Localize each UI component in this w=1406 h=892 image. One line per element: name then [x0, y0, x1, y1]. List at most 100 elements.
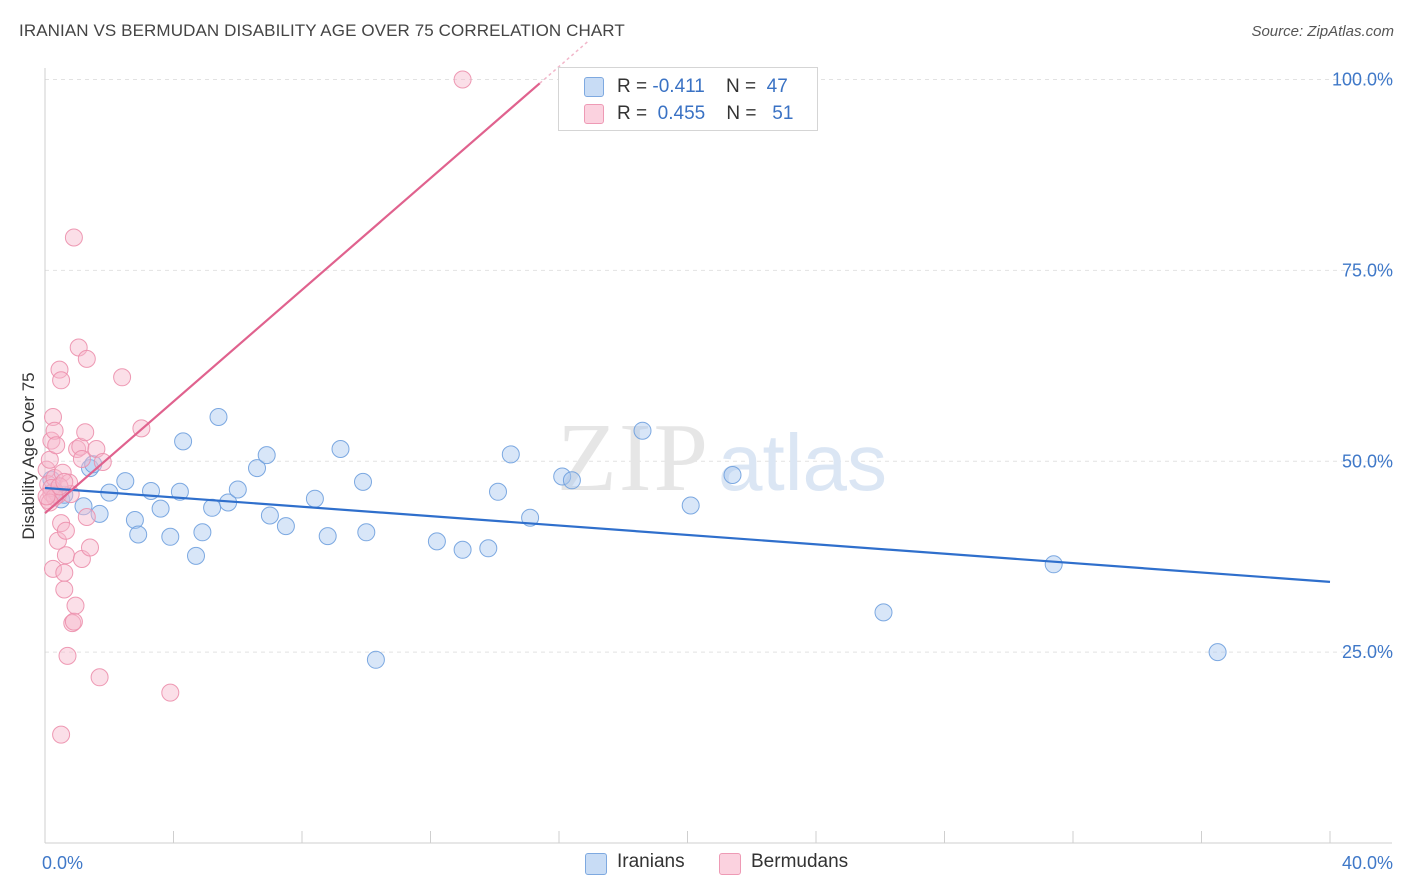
data-point — [74, 497, 93, 516]
data-point — [489, 482, 507, 501]
data-point — [68, 440, 87, 458]
n-label: N = — [726, 103, 757, 124]
axes — [44, 68, 1392, 844]
data-point — [47, 436, 66, 455]
watermark: ZIP atlas — [557, 404, 887, 512]
data-point — [72, 450, 91, 468]
series-iranians — [42, 408, 1227, 669]
y-tick-label: 100.0% — [1332, 70, 1393, 90]
data-point — [228, 480, 247, 499]
legend-label-bermudans: Bermudans — [751, 851, 849, 872]
data-point — [318, 527, 337, 546]
y-tick-label: 50.0% — [1342, 451, 1393, 471]
legend-swatch-iranians — [584, 77, 604, 97]
r-value: 0.455 — [657, 103, 706, 124]
data-point — [681, 496, 700, 515]
trend-extension — [539, 40, 589, 84]
data-point — [874, 603, 893, 622]
data-point — [248, 459, 266, 478]
data-point — [64, 228, 83, 247]
data-point — [81, 538, 99, 557]
data-point — [58, 646, 77, 665]
data-point — [354, 472, 372, 491]
trend-line-iranians — [44, 486, 1331, 583]
data-point — [161, 683, 180, 702]
data-point — [1208, 643, 1227, 662]
data-point — [170, 482, 189, 501]
legend-label-iranians: Iranians — [617, 851, 685, 872]
n-value: 51 — [772, 103, 794, 124]
watermark-atlas: atlas — [718, 418, 887, 507]
trend-lines — [44, 40, 1331, 583]
data-point — [357, 523, 376, 542]
data-point — [276, 517, 295, 536]
n-label: N = — [725, 76, 757, 97]
data-point — [116, 472, 135, 491]
data-point — [56, 546, 75, 565]
data-point — [37, 487, 56, 506]
data-point — [87, 440, 106, 458]
data-point — [55, 563, 74, 582]
r-label: R = — [617, 103, 648, 124]
trend-line-bermudans — [44, 82, 541, 514]
data-point — [193, 523, 212, 542]
gridlines — [45, 79, 1392, 653]
data-point — [203, 498, 222, 517]
data-point — [125, 511, 144, 529]
series-bermudans — [37, 70, 472, 744]
data-point — [151, 499, 170, 518]
y-tick-label: 25.0% — [1342, 642, 1393, 662]
data-point — [1044, 555, 1063, 574]
data-point — [174, 432, 193, 451]
y-axis-label: Disability Age Over 75 — [19, 372, 38, 539]
data-point — [44, 408, 62, 426]
data-point — [52, 725, 71, 744]
data-point — [260, 506, 279, 525]
data-point — [553, 467, 572, 486]
legend-swatch-iranians — [585, 853, 607, 875]
data-point — [366, 650, 385, 669]
tick-labels: 25.0% 50.0% 75.0% 100.0% 0.0% 40.0% — [42, 70, 1393, 874]
data-point — [479, 539, 498, 558]
data-point — [66, 596, 85, 615]
data-point — [77, 508, 96, 526]
data-point — [453, 70, 472, 89]
data-point — [76, 423, 95, 442]
data-point — [45, 421, 64, 440]
data-point — [305, 489, 324, 508]
chart-title: IRANIAN VS BERMUDAN DISABILITY AGE OVER … — [19, 21, 625, 40]
data-point — [53, 463, 72, 482]
data-point — [521, 508, 540, 527]
data-point — [723, 466, 742, 484]
data-point — [161, 527, 180, 546]
data-point — [209, 408, 228, 426]
legend-stats-iranians: R = -0.411 N = 47 — [617, 76, 788, 98]
data-point — [331, 440, 350, 458]
data-point — [633, 421, 652, 440]
data-point — [187, 546, 205, 565]
data-point — [257, 446, 276, 465]
data-point — [562, 471, 581, 490]
data-point — [64, 612, 83, 631]
r-label: R = — [617, 76, 648, 97]
correlation-legend: R = -0.411 N = 47 R = 0.455 N = 51 — [558, 67, 818, 131]
data-point — [90, 668, 109, 687]
data-point — [129, 525, 148, 544]
data-point — [453, 540, 472, 559]
series-points — [37, 70, 1227, 744]
data-point — [501, 445, 520, 464]
data-point — [52, 371, 71, 390]
r-value: -0.411 — [652, 76, 705, 97]
data-point — [56, 521, 75, 540]
legend-swatch-bermudans — [719, 853, 741, 875]
data-point — [44, 559, 62, 578]
legend-swatch-bermudans — [584, 104, 604, 124]
x-tick-label-min: 0.0% — [42, 853, 83, 873]
n-value: 47 — [766, 76, 788, 97]
data-point — [55, 580, 74, 599]
data-point — [113, 368, 132, 387]
legend-stats-bermudans: R = 0.455 N = 51 — [617, 103, 793, 125]
data-point — [77, 349, 96, 368]
y-tick-label: 75.0% — [1342, 260, 1393, 280]
